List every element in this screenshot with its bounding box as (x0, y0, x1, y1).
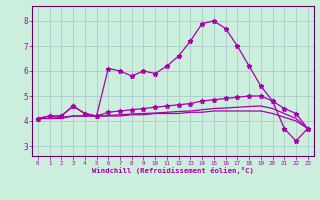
X-axis label: Windchill (Refroidissement éolien,°C): Windchill (Refroidissement éolien,°C) (92, 167, 254, 174)
